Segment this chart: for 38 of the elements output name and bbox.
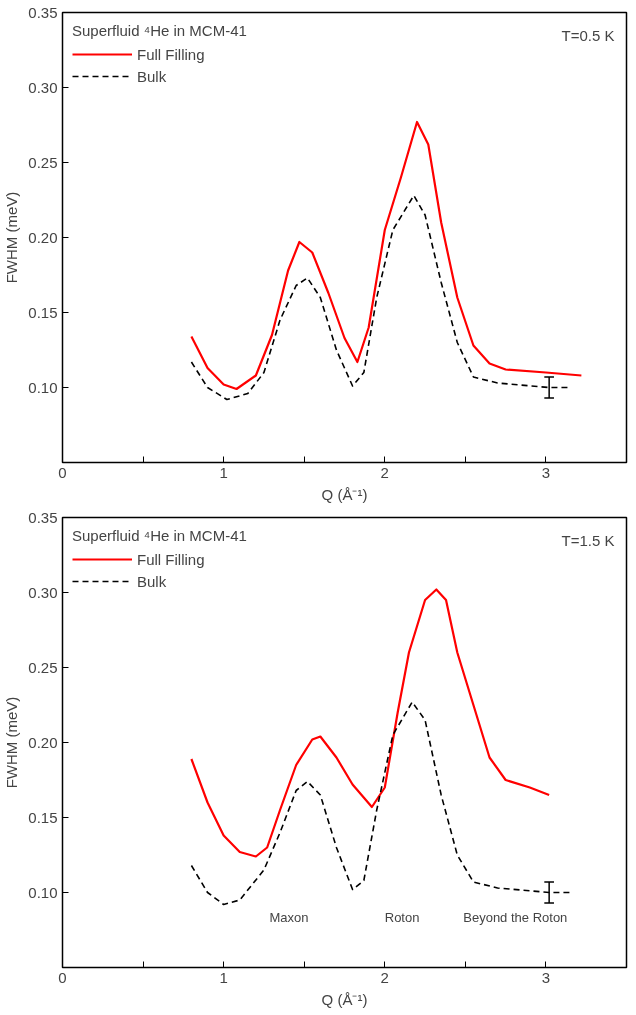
x-tick-label: 3: [541, 463, 551, 481]
legend-label: Bulk: [137, 572, 167, 590]
annotation: Maxon: [269, 910, 309, 925]
legend-label: Bulk: [137, 67, 167, 85]
y-tick-label: 0.30: [28, 78, 58, 96]
y-tick-label: 0.25: [28, 658, 58, 676]
y-tick-label: 0.10: [28, 883, 58, 901]
line-series: [190, 120, 583, 391]
x-tick-label: 1: [219, 463, 228, 481]
y-tick-label: 0.35: [28, 508, 58, 526]
y-tick-label: 0.30: [28, 583, 58, 601]
x-tick-label: 0: [58, 968, 67, 986]
x-axis-title: Q (Å⁻¹): [321, 990, 368, 1008]
y-tick-label: 0.25: [28, 153, 58, 171]
legend-title: Superfluid ⁴He in MCM-41: [72, 22, 247, 39]
y-tick-label: 0.35: [28, 3, 58, 21]
y-tick-label: 0.10: [28, 378, 58, 396]
y-tick-label: 0.15: [28, 303, 58, 321]
y-tick-label: 0.15: [28, 808, 58, 826]
x-tick-label: 1: [219, 968, 228, 986]
legend-label: Full Filling: [137, 45, 205, 63]
y-axis-title: FWHM (meV): [3, 696, 21, 789]
annotation: T=0.5 K: [561, 26, 615, 44]
y-tick-label: 0.20: [28, 228, 58, 246]
x-axis-title: Q (Å⁻¹): [321, 485, 368, 503]
x-tick-label: 2: [380, 463, 389, 481]
annotation: Roton: [384, 910, 420, 925]
line-series: [190, 701, 571, 906]
annotation: Beyond the Roton: [463, 910, 568, 925]
y-axis-title: FWHM (meV): [3, 191, 21, 284]
legend-title: Superfluid ⁴He in MCM-41: [72, 527, 247, 544]
y-tick-label: 0.20: [28, 733, 58, 751]
x-tick-label: 3: [541, 968, 551, 986]
line-series: [190, 588, 551, 858]
legend-label: Full Filling: [137, 550, 205, 568]
annotation: T=1.5 K: [561, 531, 615, 549]
x-tick-label: 2: [380, 968, 389, 986]
x-tick-label: 0: [58, 463, 67, 481]
